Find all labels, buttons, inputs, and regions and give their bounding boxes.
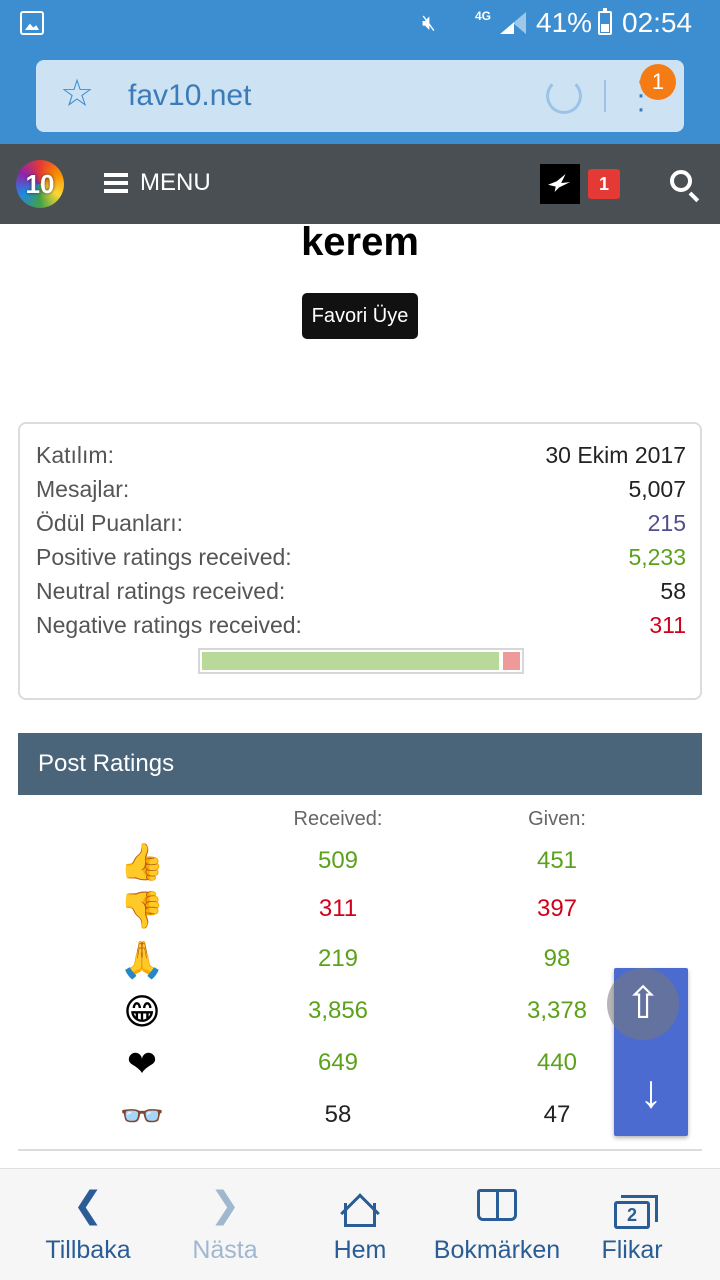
- stat-label: Katılım:: [36, 442, 114, 468]
- address-bar[interactable]: ☆ fav10.net ··· 1: [36, 60, 684, 132]
- divider: [604, 80, 606, 112]
- positive-ratings-fill: [202, 652, 499, 670]
- stat-row-positive: Positive ratings received: 5,233: [36, 540, 686, 574]
- tabs-button[interactable]: 2 Flikar: [596, 1169, 668, 1280]
- user-avatar[interactable]: [540, 164, 580, 204]
- search-icon[interactable]: [670, 170, 692, 192]
- given-count[interactable]: 47: [543, 1101, 571, 1128]
- thumbs-down-icon[interactable]: 👎: [119, 889, 165, 930]
- network-type: 4G: [474, 9, 491, 23]
- profile-stats-box: Katılım: 30 Ekim 2017 Mesajlar: 5,007 Öd…: [18, 422, 702, 700]
- rating-balance-bar: [198, 648, 524, 674]
- signal-icon: [500, 12, 526, 34]
- ratings-row: 😁 3,856 3,378: [0, 986, 720, 1036]
- forward-label: Nästa: [192, 1236, 258, 1264]
- browser-bottom-bar: ❮ Tillbaka ❯ Nästa Hem Bokmärken 2 Flika…: [0, 1168, 720, 1280]
- given-count[interactable]: 98: [543, 945, 571, 972]
- received-count[interactable]: 3,856: [307, 997, 369, 1024]
- scroll-to-bottom-button[interactable]: ↓: [639, 1065, 663, 1117]
- ratings-row: 🙏 219 98: [0, 934, 720, 984]
- stat-value: 5,007: [628, 476, 686, 502]
- given-count[interactable]: 3,378: [526, 997, 588, 1024]
- grin-icon[interactable]: 😁: [123, 991, 161, 1032]
- menu-notification-badge[interactable]: 1: [640, 64, 676, 100]
- stat-value: 311: [649, 612, 686, 638]
- stat-value: 5,233: [628, 544, 686, 570]
- site-logo[interactable]: 10: [16, 160, 64, 208]
- home-icon: [320, 1183, 400, 1233]
- profile-username: kerem: [301, 224, 419, 264]
- hamburger-menu-icon[interactable]: [104, 173, 128, 193]
- stat-label: Mesajlar:: [36, 476, 130, 502]
- book-icon: [428, 1183, 566, 1227]
- user-title-badge: Favori Üye: [302, 293, 418, 339]
- glasses-icon[interactable]: 👓: [119, 1095, 165, 1136]
- vibrate-mute-icon: 🔇︎: [422, 10, 436, 35]
- gallery-notification-icon: [20, 11, 44, 35]
- bookmarks-label: Bokmärken: [433, 1236, 561, 1264]
- stat-row-neutral: Neutral ratings received: 58: [36, 574, 686, 608]
- chevron-left-icon: ❮: [72, 1184, 104, 1225]
- ratings-row: 👓 58 47: [0, 1090, 720, 1140]
- received-count[interactable]: 509: [317, 847, 359, 874]
- stat-label: Ödül Puanları:: [36, 510, 184, 536]
- given-column-header: Given:: [528, 808, 586, 830]
- divider: [18, 1149, 702, 1151]
- stat-row-negative: Negative ratings received: 311: [36, 608, 686, 642]
- battery-icon: [598, 8, 612, 35]
- profile-content: kerem Favori Üye Katılım: 30 Ekim 2017 M…: [0, 224, 720, 1168]
- received-column-header: Received:: [293, 808, 383, 830]
- back-button[interactable]: ❮ Tillbaka: [38, 1169, 138, 1280]
- received-count[interactable]: 219: [317, 945, 359, 972]
- stat-label: Neutral ratings received:: [36, 578, 286, 604]
- received-count[interactable]: 649: [317, 1049, 359, 1076]
- received-count[interactable]: 311: [318, 895, 358, 922]
- home-label: Hem: [333, 1236, 387, 1264]
- reload-icon[interactable]: [546, 78, 582, 114]
- stat-label: Positive ratings received:: [36, 544, 292, 570]
- site-nav-bar: 10 MENU: [0, 144, 720, 224]
- heart-icon[interactable]: ❤: [126, 1043, 158, 1084]
- ratings-row: 👍 509 451: [0, 836, 720, 886]
- post-ratings-header: Post Ratings: [18, 733, 702, 795]
- tabs-count: 2: [614, 1195, 658, 1229]
- pray-icon[interactable]: 🙏: [119, 939, 165, 980]
- home-button[interactable]: Hem: [320, 1169, 400, 1280]
- ratings-row: ❤ 649 440: [0, 1038, 720, 1088]
- tabs-icon: 2: [596, 1183, 668, 1229]
- status-bar: 🔇︎ 4G 41% 02:54: [0, 0, 720, 46]
- tabs-label: Flikar: [601, 1236, 663, 1264]
- back-label: Tillbaka: [45, 1236, 131, 1264]
- stat-row-award-points: Ödül Puanları: 215: [36, 506, 686, 540]
- received-count[interactable]: 58: [324, 1101, 352, 1128]
- ratings-row: 👎 311 397: [0, 884, 720, 934]
- stat-value: 58: [660, 578, 686, 604]
- given-count[interactable]: 451: [536, 847, 578, 874]
- forward-button[interactable]: ❯ Nästa: [178, 1169, 272, 1280]
- stat-label: Negative ratings received:: [36, 612, 302, 638]
- browser-toolbar: ☆ fav10.net ··· 1: [0, 46, 720, 144]
- stat-row-joined: Katılım: 30 Ekim 2017: [36, 438, 686, 472]
- bookmarks-button[interactable]: Bokmärken: [428, 1169, 566, 1280]
- scroll-to-top-button[interactable]: ⇧: [607, 968, 679, 1040]
- alerts-badge[interactable]: 1: [588, 169, 620, 199]
- given-count[interactable]: 440: [536, 1049, 578, 1076]
- bookmark-star-icon[interactable]: ☆: [60, 73, 95, 115]
- thumbs-up-icon[interactable]: 👍: [119, 841, 165, 882]
- url-text[interactable]: fav10.net: [128, 79, 252, 112]
- given-count[interactable]: 397: [536, 895, 578, 922]
- battery-percent: 41%: [536, 7, 593, 38]
- stat-value-link[interactable]: 215: [647, 510, 686, 536]
- chevron-right-icon: ❯: [209, 1184, 241, 1225]
- menu-button[interactable]: MENU: [140, 169, 211, 196]
- stat-value: 30 Ekim 2017: [545, 442, 686, 468]
- negative-ratings-fill: [503, 652, 520, 670]
- stat-row-messages: Mesajlar: 5,007: [36, 472, 686, 506]
- clock: 02:54: [622, 7, 693, 38]
